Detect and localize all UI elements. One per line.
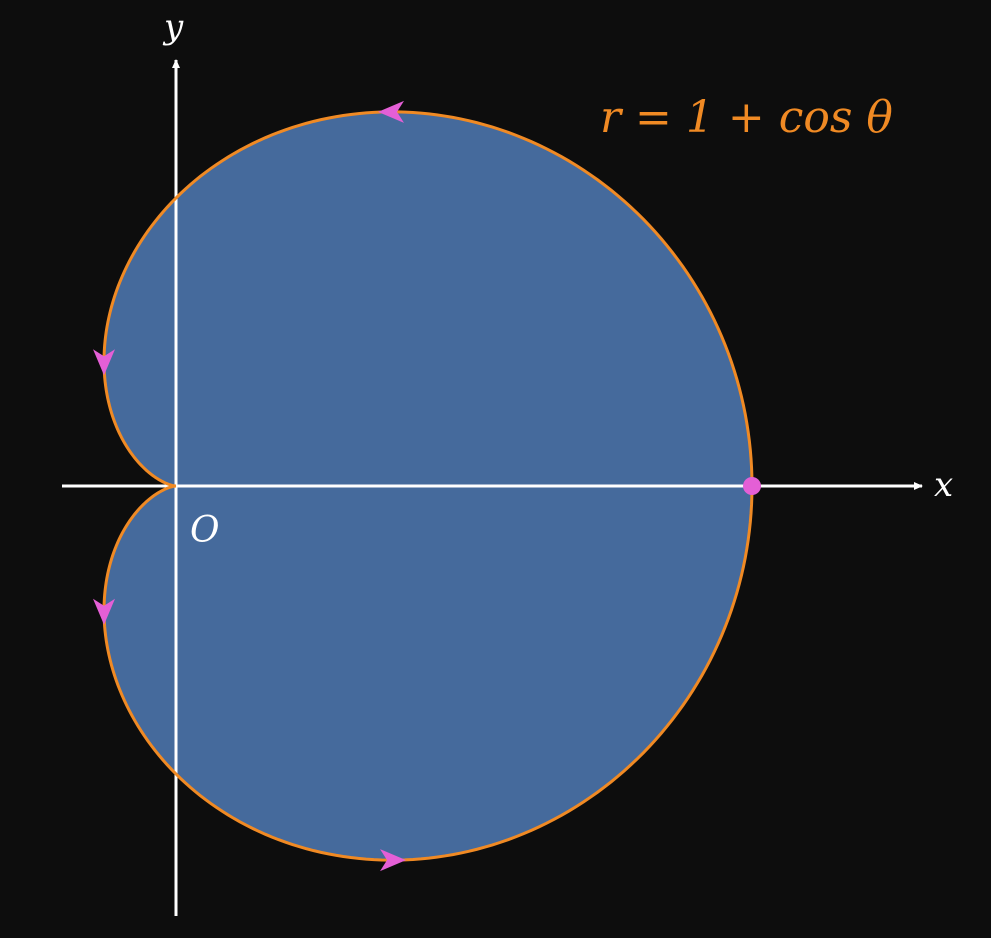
start-point	[743, 477, 761, 495]
equation-label: r = 1 + cos θ	[600, 92, 893, 143]
x-axis-label: x	[934, 465, 953, 505]
direction-arrow-4	[380, 849, 407, 872]
direction-arrows	[93, 100, 407, 872]
direction-arrow-3	[93, 598, 115, 625]
direction-arrow-1	[378, 100, 404, 123]
origin-label: O	[190, 510, 220, 551]
direction-arrow-2	[93, 349, 115, 376]
y-axis-label: y	[162, 7, 184, 47]
